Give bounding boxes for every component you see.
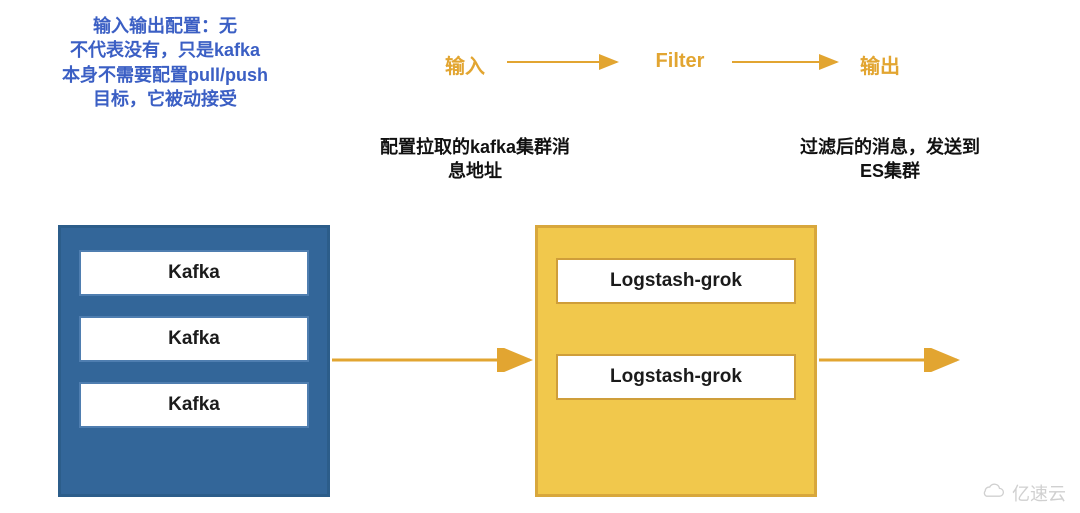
kafka-cluster: Kafka Kafka Kafka xyxy=(58,225,330,497)
flow-label-input: 输入 xyxy=(435,50,495,79)
logstash-node: Logstash-grok xyxy=(556,258,796,304)
cloud-icon xyxy=(980,482,1006,505)
flow-arrow-2 xyxy=(730,52,845,72)
watermark-text: 亿速云 xyxy=(1012,480,1066,506)
logstash-cluster: Logstash-grok Logstash-grok xyxy=(535,225,817,497)
flow-label-output: 输出 xyxy=(850,50,910,79)
flow-arrow-1 xyxy=(505,52,625,72)
sub-label-input: 配置拉取的kafka集群消 息地址 xyxy=(360,135,590,184)
kafka-node: Kafka xyxy=(79,382,309,428)
config-note: 输入输出配置：无 不代表没有，只是kafka 本身不需要配置pull/push … xyxy=(35,14,295,111)
sub-label-output: 过滤后的消息，发送到 ES集群 xyxy=(775,135,1005,184)
kafka-node: Kafka xyxy=(79,316,309,362)
kafka-node: Kafka xyxy=(79,250,309,296)
watermark: 亿速云 xyxy=(980,480,1066,506)
flow-label-filter: Filter xyxy=(640,50,720,73)
main-arrow-kafka-to-logstash xyxy=(330,348,540,372)
logstash-node: Logstash-grok xyxy=(556,354,796,400)
main-arrow-logstash-to-out xyxy=(817,348,967,372)
